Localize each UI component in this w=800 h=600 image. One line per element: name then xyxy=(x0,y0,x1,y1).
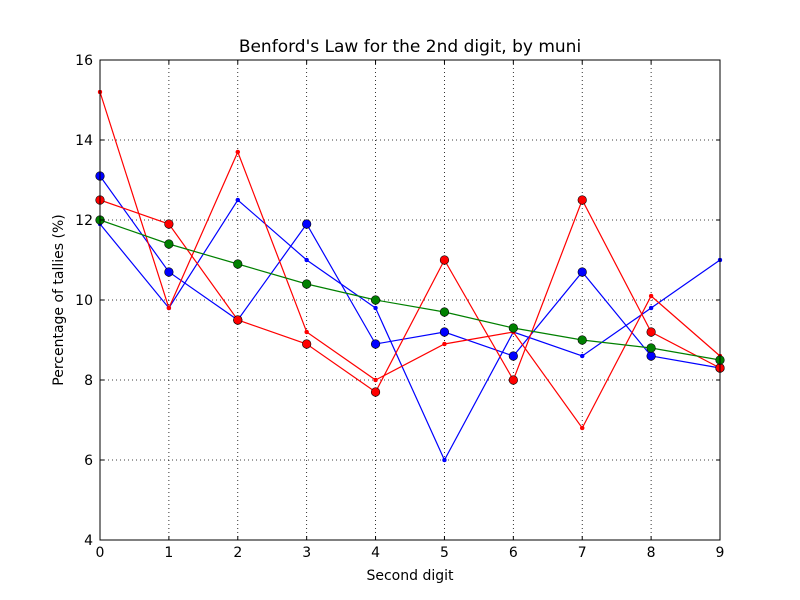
x-tick-label: 7 xyxy=(578,545,587,561)
data-point xyxy=(370,387,381,397)
x-tick-label: 5 xyxy=(440,545,449,561)
data-point xyxy=(508,323,518,333)
data-point xyxy=(646,327,656,337)
chart-title: Benford's Law for the 2nd digit, by muni xyxy=(239,37,581,57)
y-tick-label: 4 xyxy=(84,533,93,549)
data-point xyxy=(373,377,378,383)
data-point xyxy=(304,329,309,335)
x-tick-label: 2 xyxy=(233,545,242,561)
y-tick-label: 8 xyxy=(84,373,93,389)
data-point xyxy=(370,295,381,305)
y-tick-label: 16 xyxy=(75,53,93,69)
y-axis-label: Percentage of tallies (%) xyxy=(51,214,67,385)
series-line xyxy=(99,219,721,361)
data-point xyxy=(579,353,585,359)
series-line xyxy=(99,198,721,393)
x-axis-label: Second digit xyxy=(366,568,454,584)
data-point xyxy=(577,335,587,345)
data-point xyxy=(166,305,172,311)
data-point xyxy=(302,339,312,349)
data-point xyxy=(233,259,243,269)
data-point xyxy=(439,255,450,265)
data-point xyxy=(370,339,381,349)
data-point xyxy=(439,327,450,337)
data-point xyxy=(508,375,518,385)
y-tick-label: 14 xyxy=(75,133,93,149)
data-point xyxy=(302,279,312,289)
data-point xyxy=(164,239,174,249)
data-point xyxy=(164,267,174,277)
x-tick-label: 8 xyxy=(647,545,656,561)
data-point xyxy=(646,343,656,353)
x-tick-label: 0 xyxy=(96,545,105,561)
x-tick-label: 3 xyxy=(302,545,311,561)
data-point xyxy=(648,305,654,311)
data-point xyxy=(233,315,243,325)
data-point xyxy=(508,351,518,361)
x-tick-label: 4 xyxy=(371,545,380,561)
grid-layer xyxy=(100,60,720,540)
x-tick-label: 6 xyxy=(509,545,518,561)
data-point xyxy=(302,219,312,229)
data-point xyxy=(164,219,174,229)
y-tick-label: 12 xyxy=(75,213,93,229)
data-point xyxy=(646,351,656,361)
y-tick-label: 10 xyxy=(75,293,93,309)
series-line xyxy=(99,91,721,430)
data-point xyxy=(304,257,309,263)
x-tick-label: 9 xyxy=(716,545,725,561)
data-point xyxy=(442,457,447,463)
data-point xyxy=(579,425,585,431)
x-tick-label: 1 xyxy=(164,545,173,561)
data-point xyxy=(235,149,241,155)
data-point xyxy=(577,267,587,277)
data-point xyxy=(373,305,378,311)
data-point xyxy=(442,341,447,347)
series-line xyxy=(99,175,721,369)
data-point xyxy=(235,197,241,203)
data-point xyxy=(577,195,587,205)
data-point xyxy=(439,307,450,317)
data-point xyxy=(648,293,654,299)
y-tick-label: 6 xyxy=(84,453,93,469)
